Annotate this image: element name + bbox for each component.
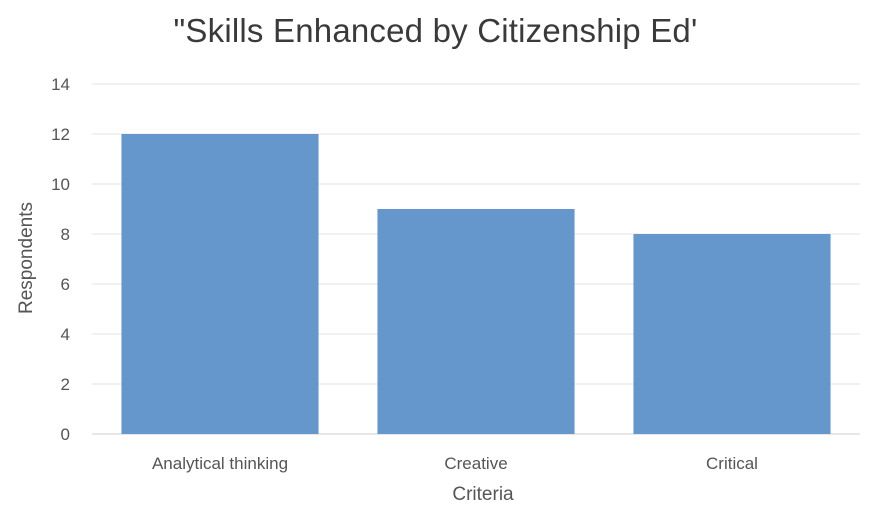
x-tick-label: Analytical thinking (152, 454, 288, 473)
x-tick-label: Critical (706, 454, 758, 473)
y-axis-title: Respondents (16, 202, 37, 314)
y-tick-label: 6 (61, 275, 70, 294)
y-tick-label: 4 (61, 325, 70, 344)
y-tick-label: 0 (61, 425, 70, 444)
x-axis-ticks: Analytical thinking Creative Critical (152, 454, 758, 473)
bar (633, 234, 831, 434)
y-tick-label: 8 (61, 225, 70, 244)
bars (121, 134, 831, 434)
bar (377, 209, 575, 434)
y-tick-label: 14 (51, 75, 70, 94)
y-tick-label: 12 (51, 125, 70, 144)
bar (121, 134, 319, 434)
chart-title: "Skills Enhanced by Citizenship Ed' (173, 12, 698, 49)
y-tick-label: 2 (61, 375, 70, 394)
x-axis-title: Criteria (452, 484, 514, 505)
y-tick-label: 10 (51, 175, 70, 194)
y-axis-ticks: 0 2 4 6 8 10 12 14 (51, 75, 70, 444)
x-tick-label: Creative (444, 454, 507, 473)
